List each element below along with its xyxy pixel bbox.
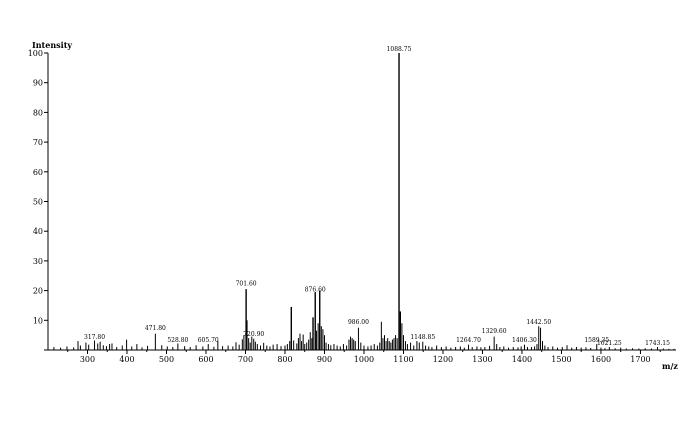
- y-tick-label: 100: [28, 49, 43, 58]
- x-tick-label: 1200: [433, 355, 453, 364]
- y-tick-label: 80: [33, 108, 43, 117]
- spectrum-peaks: [53, 53, 675, 350]
- y-tick-label: 50: [33, 198, 43, 207]
- peak-label: 1329.60: [482, 328, 507, 335]
- peak-label: 317.80: [84, 334, 105, 341]
- peak-label: 471.80: [145, 325, 166, 332]
- x-tick-label: 500: [159, 355, 174, 364]
- x-axis-title: m/z: [662, 361, 678, 371]
- peak-label: 528.80: [167, 337, 188, 344]
- x-tick-label: 800: [277, 355, 292, 364]
- peak-label: 876.60: [305, 287, 326, 294]
- x-axis-ticks: 300 400 500 600 700 800 900 1000 1100 1200 1300 140…: [67, 350, 661, 364]
- peak-label: 701.60: [236, 281, 257, 288]
- x-tick-label: 1000: [354, 355, 374, 364]
- peak-label: 720.90: [243, 331, 264, 338]
- x-tick-label: 1700: [630, 355, 650, 364]
- peak-label: 1621.25: [597, 340, 622, 347]
- peak-label: 1743.15: [645, 340, 670, 347]
- x-tick-label: 900: [317, 355, 332, 364]
- y-axis-title: Intensity: [32, 40, 72, 50]
- x-tick-label: 1400: [512, 355, 532, 364]
- x-tick-label: 400: [119, 355, 134, 364]
- peak-label: 986.00: [348, 319, 369, 326]
- x-tick-label: 300: [80, 355, 95, 364]
- x-tick-label: 1300: [472, 355, 492, 364]
- y-tick-label: 10: [33, 316, 43, 325]
- peak-label: 1442.50: [526, 319, 551, 326]
- peak-label: 1148.85: [410, 334, 435, 341]
- y-axis-ticks: 10 20 30 40 50 60 70 80 90 100: [28, 49, 48, 351]
- x-tick-label: 1500: [551, 355, 571, 364]
- peak-label: 1589.35: [584, 337, 609, 344]
- x-tick-label: 700: [238, 355, 253, 364]
- y-tick-label: 90: [33, 79, 43, 88]
- y-tick-label: 40: [33, 227, 43, 236]
- peak-label: 1406.30: [512, 337, 537, 344]
- x-tick-label: 1100: [393, 355, 413, 364]
- y-tick-label: 60: [33, 168, 43, 177]
- peak-label: 1264.70: [456, 337, 481, 344]
- y-tick-label: 20: [33, 287, 43, 296]
- y-tick-label: 30: [33, 257, 43, 266]
- y-tick-label: 70: [33, 138, 43, 147]
- x-tick-label: 1600: [591, 355, 611, 364]
- x-tick-label: 600: [198, 355, 213, 364]
- peak-label: 605.70: [198, 337, 219, 344]
- peak-label: 1088.75: [387, 46, 412, 53]
